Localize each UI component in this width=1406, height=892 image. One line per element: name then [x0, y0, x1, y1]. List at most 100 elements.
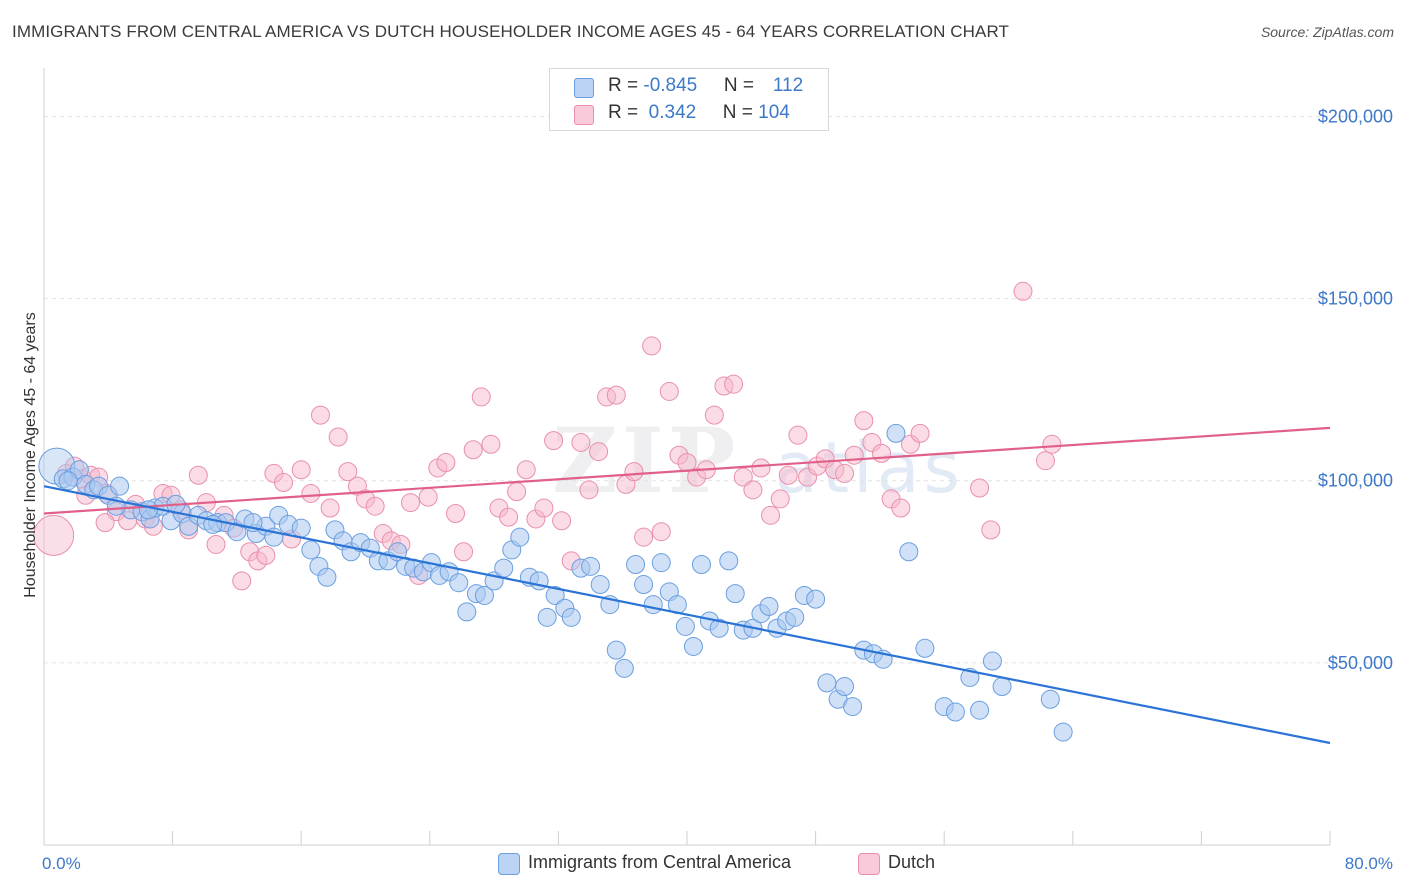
bottom-legend-label-pink: Dutch [888, 852, 936, 872]
dutch-point [33, 514, 75, 556]
central-america-point [545, 585, 565, 605]
central-america-point [301, 540, 321, 560]
central-america-point [317, 567, 337, 587]
dutch-point [642, 336, 662, 356]
dutch-point [589, 442, 609, 462]
x-tick-label-min: 0.0% [42, 854, 81, 873]
y-tick-label: $50,000 [1328, 653, 1393, 673]
central-america-point [510, 527, 530, 547]
bottom-legend-swatch-blue [498, 853, 520, 875]
dutch-point [970, 478, 990, 498]
dutch-point [733, 467, 753, 487]
dutch-point [981, 520, 1001, 540]
central-america-point [561, 607, 581, 627]
dutch-point [516, 460, 536, 480]
dutch-point [835, 463, 855, 483]
central-america-point [590, 575, 610, 595]
legend-swatch-pink [574, 105, 594, 125]
dutch-point [534, 498, 554, 518]
dutch-point [891, 498, 911, 518]
dutch-point [463, 440, 483, 460]
dutch-point [788, 425, 808, 445]
central-america-point [982, 651, 1002, 671]
central-america-point [683, 636, 703, 656]
bottom-legend-swatch-pink [858, 853, 880, 875]
central-america-point [817, 673, 837, 693]
dutch-point [571, 432, 591, 452]
central-america-points [38, 423, 1073, 742]
legend-n-label: N = [722, 102, 759, 123]
dutch-point [338, 462, 358, 482]
central-america-point [1040, 689, 1060, 709]
dutch-point [446, 504, 466, 523]
dutch-point [872, 443, 892, 463]
dutch-point [256, 545, 276, 565]
dutch-point [624, 462, 644, 482]
central-america-trend-line [43, 485, 1331, 745]
central-america-point [449, 573, 469, 593]
trend-lines [43, 426, 1331, 745]
dutch-point [436, 453, 456, 472]
dutch-point [232, 571, 252, 591]
central-america-point [719, 551, 739, 571]
axes [43, 68, 1331, 846]
dutch-trend-line [43, 426, 1331, 515]
legend-r-value-blue: -0.845 [643, 75, 698, 96]
central-america-point [725, 584, 745, 604]
dutch-point [844, 445, 864, 465]
dutch-point [206, 534, 226, 554]
central-america-point [1053, 722, 1073, 742]
central-america-point [806, 589, 826, 609]
dutch-point [418, 487, 438, 507]
source-credit: Source: ZipAtlas.com [1260, 24, 1394, 40]
dutch-point [704, 405, 724, 425]
x-tick-label-max: 80.0% [1345, 854, 1393, 873]
dutch-point [499, 507, 519, 527]
chart-title: IMMIGRANTS FROM CENTRAL AMERICA VS DUTCH… [12, 22, 1010, 41]
dutch-point [320, 498, 340, 518]
legend-swatch-blue [574, 78, 594, 98]
legend-text-pink: R = 0.342 N = 104 [608, 102, 790, 124]
central-america-point [992, 677, 1012, 697]
central-america-point [945, 702, 965, 722]
central-america-point [581, 556, 601, 576]
dutch-point [634, 527, 654, 547]
dutch-point [1042, 434, 1062, 454]
dutch-point [507, 482, 527, 502]
central-america-point [759, 596, 779, 616]
central-america-point [457, 602, 477, 622]
central-america-point [537, 607, 557, 627]
central-america-point [915, 638, 935, 658]
dutch-point [481, 434, 501, 454]
dutch-point [328, 427, 348, 447]
axis-labels: $50,000 $100,000 $150,000 $200,000 0.0% 80.0%… [22, 106, 1393, 873]
central-america-point [899, 542, 919, 562]
legend-text-blue: R = -0.845 N = 112 [608, 75, 803, 97]
dutch-point [751, 458, 771, 478]
dutch-point [770, 489, 790, 509]
central-america-point [886, 423, 906, 443]
correlation-legend: R = -0.845 N = 112 R = 0.342 N = 104 [549, 68, 829, 131]
dutch-point [606, 385, 626, 405]
central-america-point [110, 476, 130, 496]
dutch-point [724, 374, 744, 394]
dutch-point [274, 473, 294, 493]
dutch-point [651, 522, 671, 542]
dutch-point [471, 387, 491, 407]
y-axis-title: Householder Income Ages 45 - 64 years [22, 312, 39, 598]
central-america-point [709, 618, 729, 638]
central-america-point [606, 640, 626, 660]
central-america-point [675, 616, 695, 636]
dutch-point [552, 511, 572, 531]
central-america-point [835, 677, 855, 697]
dutch-point [544, 431, 564, 451]
bottom-legend-label-blue: Immigrants from Central America [528, 852, 792, 872]
central-america-point [291, 518, 311, 538]
dutch-point [188, 465, 208, 485]
dutch-point [854, 411, 874, 431]
central-america-point [474, 585, 494, 605]
central-america-point [643, 595, 663, 615]
legend-r-label: R = [608, 75, 644, 96]
central-america-point [494, 558, 514, 578]
